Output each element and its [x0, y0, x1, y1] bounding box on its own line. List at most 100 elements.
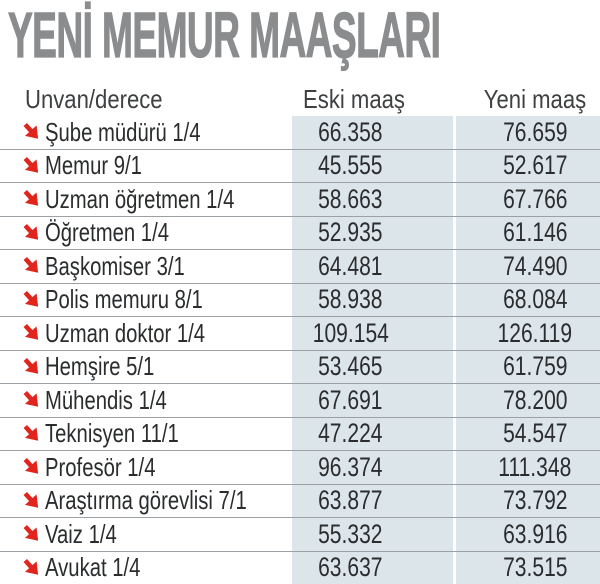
new-salary-cell: 74.490 [456, 250, 600, 283]
old-salary-value: 55.332 [318, 518, 383, 549]
old-salary-value: 47.224 [318, 418, 383, 449]
new-salary-cell: 78.200 [456, 384, 600, 417]
red-arrow-down-right-icon [21, 155, 43, 177]
old-salary-value: 109.154 [312, 317, 389, 348]
salary-table: Şube müdürü 1/4 66.358 76.659 [0, 116, 600, 584]
table-row: Polis memuru 8/1 58.938 68.084 [0, 283, 600, 317]
table-row: Öğretmen 1/4 52.935 61.146 [0, 216, 600, 250]
red-arrow-down-right-icon [21, 423, 43, 445]
old-salary-value: 96.374 [318, 451, 383, 482]
row-label: Avukat 1/4 [45, 552, 141, 583]
red-arrow-down-right-icon [21, 523, 43, 545]
title-degree-cell: Teknisyen 11/1 [0, 417, 292, 450]
title-degree-cell: Şube müdürü 1/4 [0, 116, 292, 149]
red-arrow-down-right-icon [21, 222, 43, 244]
row-label: Memur 9/1 [45, 150, 142, 181]
page-title: YENİ MEMUR MAAŞLARI [8, 0, 442, 71]
title-degree-cell: Memur 9/1 [0, 149, 292, 182]
column-header-old-salary: Eski maaş [303, 84, 405, 114]
new-salary-cell: 68.084 [456, 283, 600, 316]
table-row: Araştırma görevlisi 7/1 63.877 73.792 [0, 484, 600, 518]
red-arrow-down-right-icon [21, 255, 43, 277]
old-salary-cell: 47.224 [292, 417, 453, 450]
new-salary-value: 74.490 [502, 250, 568, 281]
new-salary-value: 68.084 [502, 284, 568, 315]
old-salary-value: 53.465 [318, 351, 383, 382]
row-label: Araştırma görevlisi 7/1 [45, 485, 247, 516]
new-salary-value: 111.348 [498, 451, 572, 482]
new-salary-cell: 61.759 [456, 350, 600, 383]
old-salary-cell: 58.663 [292, 183, 453, 216]
title-degree-cell: Araştırma görevlisi 7/1 [0, 484, 292, 517]
old-salary-cell: 45.555 [292, 149, 453, 182]
row-label: Vaiz 1/4 [45, 518, 117, 549]
old-salary-value: 52.935 [318, 217, 383, 248]
red-arrow-down-right-icon [21, 289, 43, 311]
new-salary-value: 73.515 [502, 552, 568, 583]
red-arrow-down-right-icon [21, 121, 43, 143]
new-salary-cell: 63.916 [456, 518, 600, 551]
new-salary-value: 61.146 [502, 217, 568, 248]
row-label: Öğretmen 1/4 [45, 217, 170, 248]
title-degree-cell: Uzman doktor 1/4 [0, 317, 292, 350]
title-degree-cell: Avukat 1/4 [0, 551, 292, 584]
row-label: Şube müdürü 1/4 [45, 116, 201, 147]
new-salary-value: 63.916 [502, 518, 568, 549]
row-label: Uzman doktor 1/4 [45, 317, 206, 348]
row-label: Teknisyen 11/1 [45, 418, 179, 449]
title-degree-cell: Uzman öğretmen 1/4 [0, 183, 292, 216]
row-label: Hemşire 5/1 [45, 351, 155, 382]
new-salary-value: 54.547 [502, 418, 568, 449]
title-degree-cell: Mühendis 1/4 [0, 384, 292, 417]
column-header-new-salary: Yeni maaş [483, 84, 587, 114]
table-row: Başkomiser 3/1 64.481 74.490 [0, 250, 600, 284]
row-label: Başkomiser 3/1 [45, 250, 185, 281]
title-degree-cell: Başkomiser 3/1 [0, 250, 292, 283]
old-salary-cell: 52.935 [292, 216, 453, 249]
title-degree-cell: Hemşire 5/1 [0, 350, 292, 383]
old-salary-cell: 64.481 [292, 250, 453, 283]
red-arrow-down-right-icon [21, 557, 43, 579]
old-salary-cell: 96.374 [292, 451, 453, 484]
red-arrow-down-right-icon [21, 356, 43, 378]
table-row: Hemşire 5/1 53.465 61.759 [0, 350, 600, 384]
title-degree-cell: Profesör 1/4 [0, 451, 292, 484]
old-salary-cell: 55.332 [292, 518, 453, 551]
old-salary-cell: 109.154 [292, 317, 453, 350]
new-salary-cell: 73.792 [456, 484, 600, 517]
old-salary-value: 67.691 [318, 384, 383, 415]
new-salary-cell: 76.659 [456, 116, 600, 149]
old-salary-value: 45.555 [318, 150, 383, 181]
table-row: Vaiz 1/4 55.332 63.916 [0, 518, 600, 552]
new-salary-value: 73.792 [502, 485, 568, 516]
red-arrow-down-right-icon [21, 389, 43, 411]
table-row: Teknisyen 11/1 47.224 54.547 [0, 417, 600, 451]
table-row: Mühendis 1/4 67.691 78.200 [0, 384, 600, 418]
table-row: Uzman doktor 1/4 109.154 126.119 [0, 317, 600, 351]
row-label: Polis memuru 8/1 [45, 284, 203, 315]
table-row: Şube müdürü 1/4 66.358 76.659 [0, 116, 600, 150]
new-salary-cell: 73.515 [456, 551, 600, 584]
title-degree-cell: Polis memuru 8/1 [0, 283, 292, 316]
table-row: Memur 9/1 45.555 52.617 [0, 149, 600, 183]
old-salary-cell: 67.691 [292, 384, 453, 417]
new-salary-cell: 126.119 [456, 317, 600, 350]
table-row: Uzman öğretmen 1/4 58.663 67.766 [0, 183, 600, 217]
new-salary-cell: 67.766 [456, 183, 600, 216]
new-salary-value: 76.659 [502, 116, 568, 147]
new-salary-cell: 61.146 [456, 216, 600, 249]
old-salary-value: 58.938 [318, 284, 383, 315]
red-arrow-down-right-icon [21, 322, 43, 344]
row-label: Profesör 1/4 [45, 451, 156, 482]
new-salary-value: 61.759 [502, 351, 568, 382]
title-degree-cell: Vaiz 1/4 [0, 518, 292, 551]
old-salary-value: 64.481 [318, 250, 383, 281]
row-label: Uzman öğretmen 1/4 [45, 183, 235, 214]
old-salary-value: 63.877 [318, 485, 383, 516]
new-salary-value: 67.766 [502, 183, 568, 214]
old-salary-cell: 66.358 [292, 116, 453, 149]
old-salary-cell: 63.637 [292, 551, 453, 584]
table-row: Avukat 1/4 63.637 73.515 [0, 551, 600, 584]
red-arrow-down-right-icon [21, 188, 43, 210]
